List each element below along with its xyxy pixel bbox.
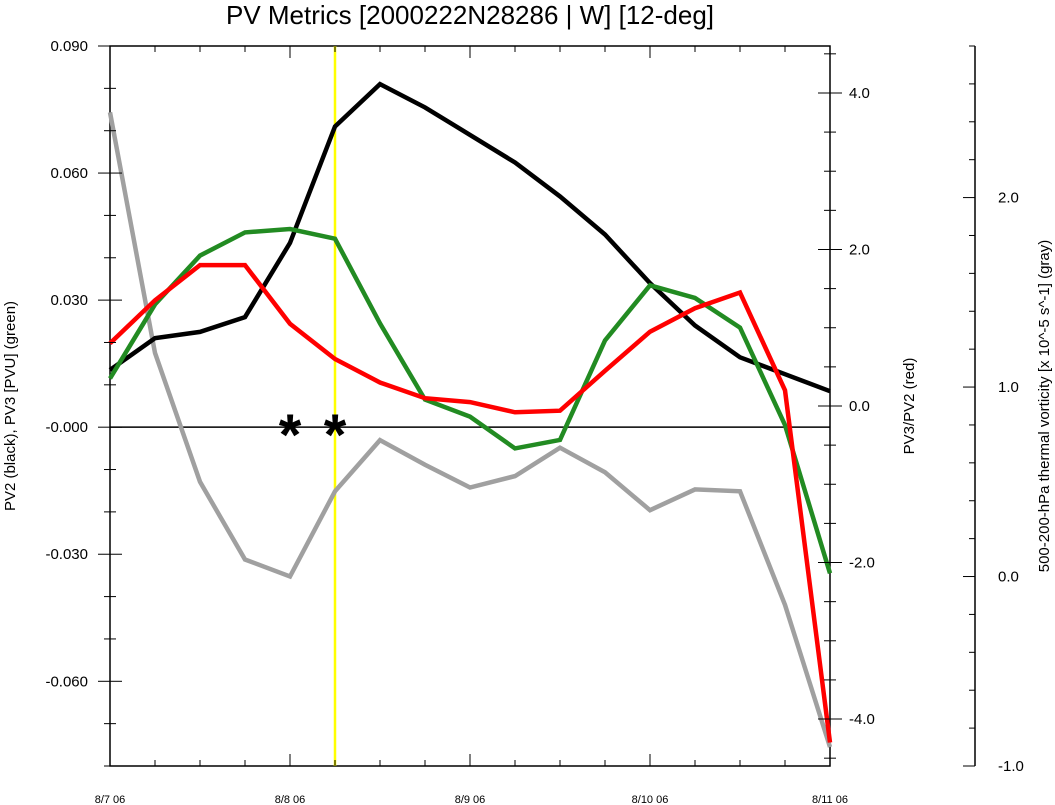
series-group	[107, 81, 833, 748]
right-tick-label: -2.0	[849, 555, 875, 572]
left-tick-label: 0.090	[50, 38, 88, 55]
far-right-tick-label: 0.0	[998, 569, 1019, 586]
far-right-tick-label: 1.0	[998, 379, 1019, 396]
left-tick-label: -0.060	[45, 673, 88, 690]
x-tick-label: 8/7 06	[95, 794, 126, 805]
star-marker-1: *	[324, 403, 347, 468]
star-marker-0: *	[279, 403, 302, 468]
series-line-3	[107, 111, 833, 748]
x-axis: 8/7 06 8/8 06 8/9 06 8/10 06 8/11 06	[95, 46, 848, 805]
x-tick-label: 8/10 06	[632, 794, 669, 805]
plot-frame	[109, 45, 831, 767]
x-tick-label: 8/11 06	[812, 794, 848, 805]
star-markers-group: * *	[279, 403, 347, 468]
left-tick-label: -0.030	[45, 546, 88, 563]
series-line-2	[108, 262, 833, 743]
left-tick-label: -0.000	[45, 419, 88, 436]
far-right-axis-label: 500-200-hPa thermal vorticity [x 10^-5 s…	[1036, 240, 1053, 573]
left-y-axis: 0.090 0.060 0.030 -0.000 -0.030 -0.060	[45, 38, 122, 767]
left-axis-label: PV2 (black), PV3 [PVU] (green)	[2, 301, 19, 511]
left-tick-label: 0.060	[50, 165, 88, 182]
right-axis-label: PV3/PV2 (red)	[901, 358, 918, 455]
left-tick-label: 0.030	[50, 292, 88, 309]
right-tick-label: -4.0	[849, 711, 875, 728]
series-line-1	[108, 226, 833, 574]
right-tick-label: 0.0	[849, 398, 870, 415]
far-right-y-axis: 2.0 1.0 0.0 -1.0	[963, 45, 1024, 775]
x-tick-label: 8/9 06	[455, 794, 486, 805]
x-tick-label: 8/8 06	[275, 794, 306, 805]
series-line-0	[108, 81, 831, 394]
far-right-tick-label: 2.0	[998, 190, 1019, 207]
far-right-tick-label: -1.0	[998, 758, 1024, 775]
right-y-axis: 4.0 2.0 0.0 -2.0 -4.0	[818, 53, 875, 759]
right-tick-label: 4.0	[849, 85, 870, 102]
right-tick-label: 2.0	[849, 241, 870, 258]
chart-title: PV Metrics [2000222N28286 | W] [12-deg]	[226, 0, 714, 30]
